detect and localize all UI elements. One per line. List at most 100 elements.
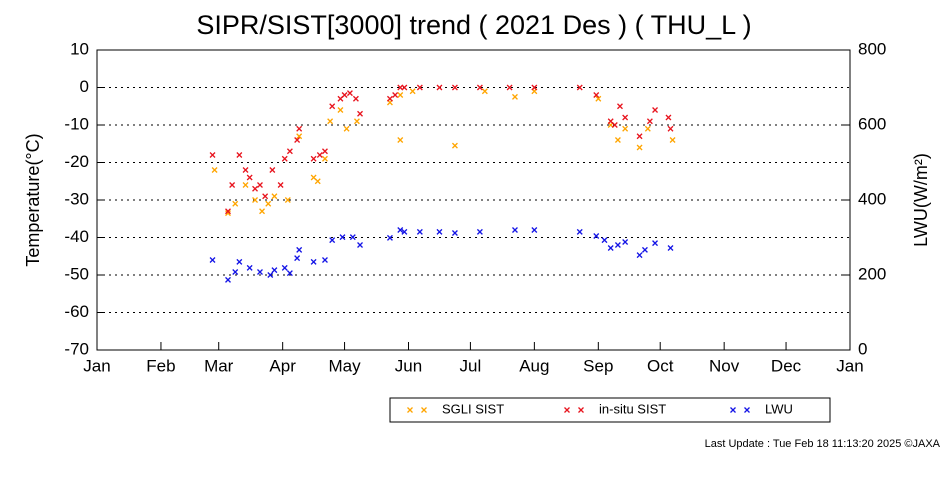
point (646, 118, 653, 125)
point (595, 95, 602, 102)
x-tick-label: Nov (709, 356, 740, 375)
point (314, 178, 321, 185)
point (401, 228, 408, 235)
point (316, 152, 323, 158)
point (436, 84, 443, 91)
point (322, 155, 328, 162)
point (652, 240, 659, 247)
point (451, 230, 458, 236)
point (611, 122, 618, 128)
y2-tick-label: 0 (858, 339, 867, 358)
x-tick-label: Feb (146, 356, 175, 375)
point (386, 95, 393, 102)
point (211, 167, 218, 173)
legend-marker (730, 407, 750, 413)
point (644, 125, 651, 132)
legend-marker (564, 407, 584, 413)
point (622, 125, 629, 132)
point (476, 228, 483, 235)
point (576, 84, 583, 91)
point (296, 125, 303, 132)
y2-tick-label: 600 (858, 114, 886, 133)
point (436, 228, 443, 235)
point (652, 107, 659, 113)
point (294, 137, 301, 143)
point (310, 155, 317, 162)
point (451, 142, 458, 149)
point (476, 84, 483, 91)
point (246, 264, 253, 271)
point (352, 95, 359, 102)
point (607, 245, 614, 251)
point (310, 258, 317, 265)
x-tick-label: Apr (269, 356, 296, 375)
point (259, 208, 266, 215)
point (232, 269, 239, 275)
point (257, 269, 263, 275)
point (236, 152, 243, 158)
point (242, 167, 249, 173)
point (512, 227, 518, 233)
y-tick-label: -50 (64, 264, 89, 283)
y2-tick-label: 800 (858, 39, 886, 58)
point (271, 193, 278, 200)
point (409, 88, 416, 95)
point (252, 197, 258, 203)
point (296, 133, 303, 140)
point (329, 103, 336, 110)
point (286, 148, 293, 155)
point (337, 107, 344, 113)
legend-box (389, 397, 831, 423)
point (294, 255, 301, 262)
point (357, 242, 363, 248)
point (622, 114, 629, 121)
y-tick-label: 10 (70, 39, 89, 58)
y2-tick-label: 200 (858, 264, 886, 283)
point (343, 125, 350, 132)
point (667, 125, 674, 132)
legend-marker (407, 407, 427, 413)
y-axis-label: Temperature(°C) (23, 133, 43, 266)
point (296, 246, 303, 253)
point (617, 103, 623, 110)
x-tick-label: Dec (771, 356, 802, 375)
point (614, 242, 621, 248)
point (322, 148, 328, 155)
x-tick-label: Sep (583, 356, 613, 375)
point (601, 237, 608, 244)
point (267, 272, 274, 278)
point (531, 227, 538, 233)
y-tick-label: -60 (64, 302, 89, 321)
point (669, 137, 676, 143)
legend-label: SGLI SIST (442, 401, 504, 416)
chart-title: SIPR/SIST[3000] trend ( 2021 Des ) ( THU… (196, 10, 751, 40)
point (593, 92, 600, 98)
x-tick-label: Jun (395, 356, 422, 375)
x-tick-label: Oct (647, 356, 674, 375)
point (531, 84, 538, 91)
point (416, 228, 423, 235)
point (397, 137, 404, 143)
x-tick-label: Jan (83, 356, 110, 375)
y-tick-label: -40 (64, 227, 89, 246)
x-tick-label: Jan (836, 356, 863, 375)
footer-note: Last Update : Tue Feb 18 11:13:20 2025 ©… (705, 438, 941, 450)
x-tick-label: Jul (460, 356, 482, 375)
point (451, 84, 458, 91)
plot-frame (96, 49, 851, 351)
y2-axis-label: LWU(W/m²) (911, 153, 931, 247)
point (416, 84, 423, 91)
point (327, 118, 334, 125)
point (397, 92, 404, 98)
legend-label: LWU (765, 401, 793, 416)
point (281, 155, 288, 162)
y-tick-label: -70 (64, 339, 89, 358)
point (225, 276, 231, 283)
point (339, 234, 346, 241)
point (622, 239, 629, 245)
point (225, 210, 231, 217)
point (269, 167, 276, 173)
point (392, 92, 399, 98)
point (576, 228, 583, 235)
point (265, 200, 272, 207)
